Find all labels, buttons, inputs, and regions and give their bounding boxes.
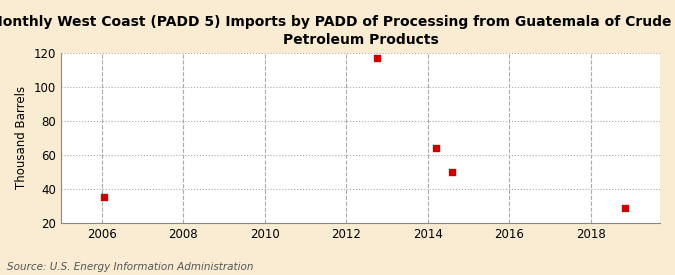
Title: Monthly West Coast (PADD 5) Imports by PADD of Processing from Guatemala of Crud: Monthly West Coast (PADD 5) Imports by P… <box>0 15 675 47</box>
Point <box>371 56 382 60</box>
Point <box>447 170 458 174</box>
Y-axis label: Thousand Barrels: Thousand Barrels <box>15 86 28 189</box>
Point <box>98 195 109 200</box>
Point <box>431 146 441 150</box>
Point <box>620 205 630 210</box>
Text: Source: U.S. Energy Information Administration: Source: U.S. Energy Information Administ… <box>7 262 253 272</box>
